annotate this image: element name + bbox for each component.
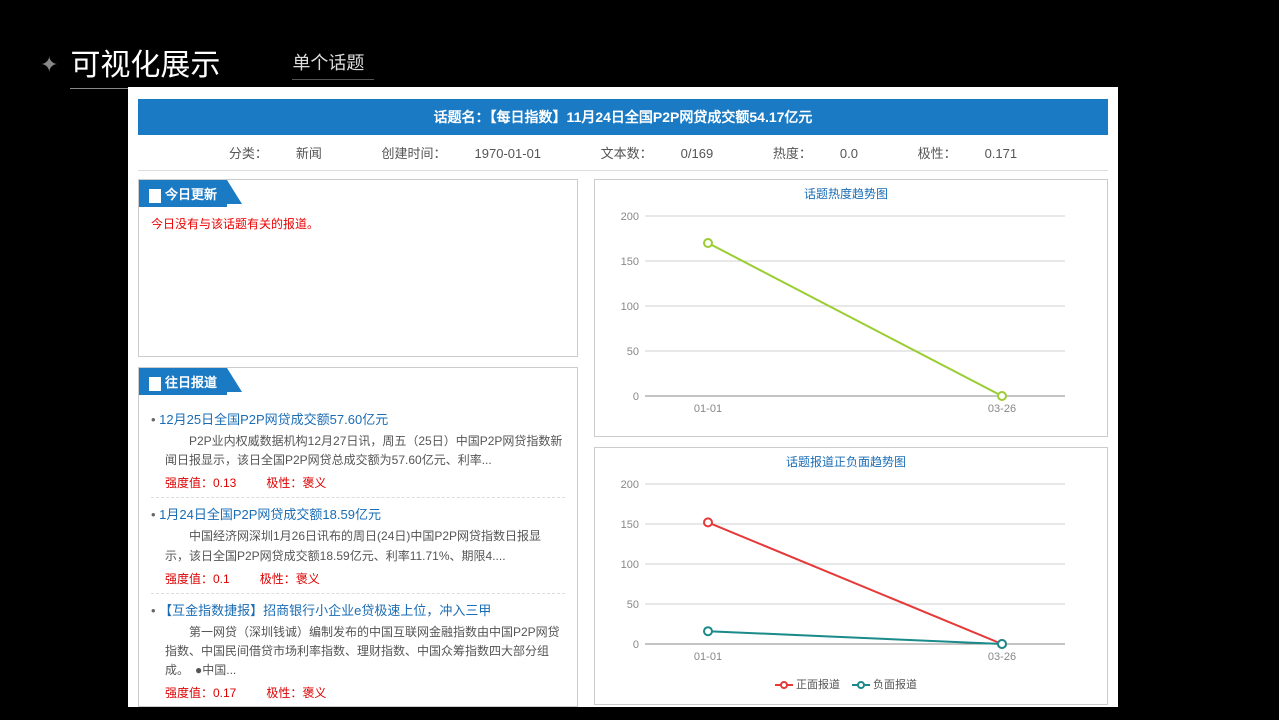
document-icon: [149, 377, 161, 391]
meta-created: 创建时间：1970-01-01: [368, 146, 556, 161]
svg-text:0: 0: [633, 391, 639, 403]
svg-text:200: 200: [621, 211, 639, 223]
svg-text:150: 150: [621, 256, 639, 268]
article-summary: P2P业内权威数据机构12月27日讯，周五（25日）中国P2P网贷指数新闻日报显…: [151, 432, 565, 470]
slide-subtitle: 单个话题: [292, 49, 374, 80]
past-header: 往日报道: [139, 368, 227, 395]
svg-text:01-01: 01-01: [694, 651, 722, 663]
svg-text:100: 100: [621, 559, 639, 571]
today-header: 今日更新: [139, 180, 227, 207]
svg-text:0: 0: [633, 639, 639, 651]
slide-header: ✦ 可视化展示 单个话题: [40, 40, 374, 89]
document-icon: [149, 189, 161, 203]
svg-text:03-26: 03-26: [988, 651, 1016, 663]
article-meta: 强度值：0.17极性：褒义: [151, 684, 565, 701]
svg-text:50: 50: [627, 599, 639, 611]
meta-doccount: 文本数：0/169: [587, 146, 728, 161]
today-updates-box: 今日更新 今日没有与该话题有关的报道。: [138, 179, 578, 357]
meta-category: 分类：新闻: [215, 146, 336, 161]
svg-text:01-01: 01-01: [694, 403, 722, 415]
svg-text:03-26: 03-26: [988, 403, 1016, 415]
chart2-legend: 正面报道 负面报道: [595, 676, 1097, 692]
topic-header: 话题名：【每日指数】11月24日全国P2P网贷成交额54.17亿元: [138, 99, 1108, 135]
chart1-title: 话题热度趋势图: [595, 185, 1097, 202]
today-empty-text: 今日没有与该话题有关的报道。: [151, 215, 565, 232]
article-item: 12月25日全国P2P网贷成交额57.60亿元 P2P业内权威数据机构12月27日…: [151, 403, 565, 498]
chart2-title: 话题报道正负面趋势图: [595, 453, 1097, 470]
article-title-link[interactable]: 1月24日全国P2P网贷成交额18.59亿元: [151, 504, 565, 523]
legend-item: 正面报道: [775, 679, 840, 691]
article-summary: 第一网贷（深圳钱诚）编制发布的中国互联网金融指数由中国P2P网贷指数、中国民间借…: [151, 623, 565, 681]
right-column: 话题热度趋势图 0 50 100 150 200 01-01 03-26 话题报道正负面趋势…: [594, 179, 1108, 717]
svg-text:150: 150: [621, 519, 639, 531]
sentiment-trend-chart: 0 50 100 150 200 01-01 03-26: [595, 474, 1085, 674]
meta-heat: 热度：0.0: [759, 146, 872, 161]
article-item: 【互金指数捷报】招商银行小企业e贷极速上位，冲入三甲第一网贷（深圳钱诚）编制发布…: [151, 594, 565, 707]
meta-row: 分类：新闻 创建时间：1970-01-01 文本数：0/169 热度：0.0 极…: [138, 135, 1108, 171]
article-meta: 强度值：0.13极性：褒义: [151, 474, 565, 491]
content-panel: 话题名：【每日指数】11月24日全国P2P网贷成交额54.17亿元 分类：新闻 …: [128, 87, 1118, 707]
svg-text:100: 100: [621, 301, 639, 313]
article-title-link[interactable]: 【互金指数捷报】招商银行小企业e贷极速上位，冲入三甲: [151, 600, 565, 619]
sentiment-trend-chart-box: 话题报道正负面趋势图 0 50 100 150 200 01-01 03-26 正面报道 负…: [594, 447, 1108, 705]
slide-title: 可视化展示: [70, 40, 250, 89]
article-meta: 强度值：0.1极性：褒义: [151, 570, 565, 587]
star-icon: ✦: [40, 52, 58, 78]
heat-trend-chart-box: 话题热度趋势图 0 50 100 150 200 01-01 03-26: [594, 179, 1108, 437]
article-item: 1月24日全国P2P网贷成交额18.59亿元中国经济网深圳1月26日讯布的周日(…: [151, 498, 565, 593]
svg-text:50: 50: [627, 346, 639, 358]
legend-item: 负面报道: [852, 679, 917, 691]
svg-text:200: 200: [621, 479, 639, 491]
left-column: 今日更新 今日没有与该话题有关的报道。 往日报道 12月25日全国P2P网贷成交…: [138, 179, 578, 717]
article-summary: 中国经济网深圳1月26日讯布的周日(24日)中国P2P网贷指数日报显示，该日全国…: [151, 527, 565, 565]
article-title-link[interactable]: 12月25日全国P2P网贷成交额57.60亿元: [151, 409, 565, 428]
past-reports-box: 往日报道 12月25日全国P2P网贷成交额57.60亿元 P2P业内权威数据机构1…: [138, 367, 578, 707]
meta-polarity: 极性：0.171: [904, 146, 1032, 161]
heat-trend-chart: 0 50 100 150 200 01-01 03-26: [595, 206, 1085, 426]
